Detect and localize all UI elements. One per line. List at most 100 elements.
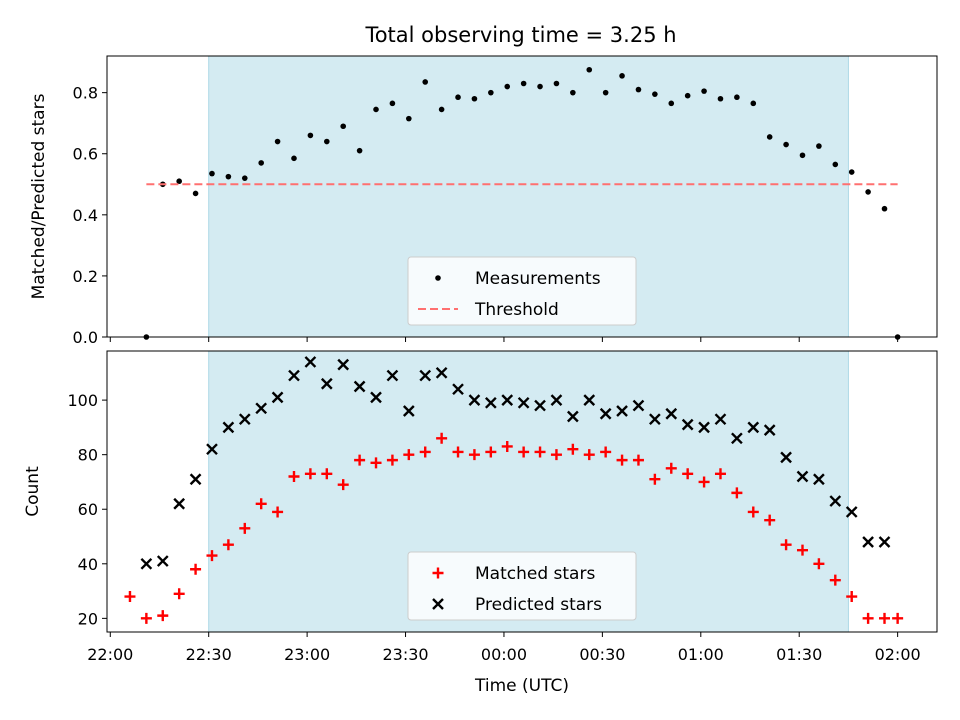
matched-star-point xyxy=(452,446,464,458)
matched-star-point xyxy=(288,470,300,482)
x-tick-label: 00:00 xyxy=(481,645,527,664)
matched-star-point xyxy=(436,432,448,444)
matched-star-point xyxy=(370,457,382,469)
x-tick-label: 01:30 xyxy=(776,645,822,664)
predicted-star-point xyxy=(206,443,218,456)
predicted-star-point xyxy=(763,424,776,436)
matched-star-point xyxy=(764,514,776,526)
measurement-point xyxy=(241,175,248,181)
matched-star-point xyxy=(632,454,644,466)
measurement-point xyxy=(225,173,232,180)
measurement-point xyxy=(701,88,707,94)
matched-star-point xyxy=(419,446,431,458)
measurement-point xyxy=(766,134,773,140)
measurement-point xyxy=(799,152,806,159)
y-tick-label: 20 xyxy=(78,609,98,628)
axes-frame xyxy=(106,350,938,633)
y-tick-label: 100 xyxy=(67,391,98,410)
measurement-point xyxy=(881,205,888,212)
y-axis-label: Count xyxy=(23,466,43,517)
predicted-star-point xyxy=(829,495,842,507)
legend-matched-marker xyxy=(432,567,444,579)
predicted-star-point xyxy=(517,396,530,409)
predicted-star-point xyxy=(845,506,858,518)
measurement-point xyxy=(291,155,297,162)
measurement-point xyxy=(783,141,789,148)
legend-box xyxy=(407,551,637,621)
predicted-star-point xyxy=(698,421,710,434)
bottom-subplot: 20 40 60 80 100 22:00 22:30 23:00 23:30 00:00 00:3… xyxy=(23,350,938,696)
measurement-point xyxy=(717,95,724,102)
predicted-star-point xyxy=(468,394,481,406)
matched-star-point xyxy=(829,574,841,586)
predicted-star-point xyxy=(780,451,792,464)
measurement-point xyxy=(307,132,314,139)
chart-title: Total observing time = 3.25 h xyxy=(364,23,676,47)
measurement-point xyxy=(488,89,494,96)
matched-star-point xyxy=(682,468,694,480)
x-tick-label: 22:30 xyxy=(186,645,232,664)
predicted-star-point xyxy=(271,391,284,404)
measurement-point xyxy=(619,73,625,79)
measurement-point xyxy=(586,66,593,73)
measurement-point xyxy=(865,189,871,195)
measurement-point xyxy=(471,95,478,102)
matched-star-point xyxy=(468,449,480,461)
legend-label: Measurements xyxy=(475,269,601,289)
measurement-point xyxy=(848,169,855,175)
predicted-star-point xyxy=(173,497,186,510)
measurement-point xyxy=(537,83,543,90)
legend-label: Threshold xyxy=(474,300,559,320)
measurement-point xyxy=(668,100,675,107)
measurement-point xyxy=(570,89,576,96)
measurement-point xyxy=(422,79,429,85)
matched-star-point xyxy=(501,440,513,452)
predicted-star-point xyxy=(320,377,333,390)
predicted-star-point xyxy=(599,407,612,420)
predicted-star-point xyxy=(337,358,350,371)
matched-star-point xyxy=(892,612,904,624)
predicted-star-point xyxy=(452,383,464,396)
measurement-point xyxy=(438,106,445,113)
matched-star-point xyxy=(534,446,546,458)
matched-star-point xyxy=(747,506,759,518)
matched-star-point xyxy=(649,473,661,485)
measurement-point xyxy=(832,161,839,168)
legend: Matched stars Predicted stars xyxy=(407,551,637,621)
predicted-star-point xyxy=(714,413,727,426)
matched-star-point xyxy=(796,544,808,556)
x-tick-label: 22:00 xyxy=(87,645,133,664)
predicted-star-point xyxy=(419,369,432,382)
x-tick-label: 01:00 xyxy=(678,645,724,664)
measurement-point xyxy=(553,80,560,87)
matched-star-point xyxy=(354,454,366,466)
predicted-star-point xyxy=(731,432,743,445)
matched-star-point xyxy=(173,588,185,600)
predicted-star-point xyxy=(140,557,153,570)
matched-star-point xyxy=(780,539,792,551)
y-tick-label: 0.4 xyxy=(73,206,98,225)
predicted-star-point xyxy=(304,356,317,368)
measurement-point xyxy=(258,160,264,166)
matched-star-point xyxy=(157,610,169,622)
measurement-point xyxy=(602,89,609,96)
measurement-point xyxy=(324,138,330,145)
y-tick-label: 40 xyxy=(78,555,98,574)
matched-star-point xyxy=(567,443,579,455)
matched-star-point xyxy=(665,462,677,474)
matched-star-point xyxy=(304,468,316,480)
predicted-star-point xyxy=(255,402,268,415)
matched-star-point xyxy=(714,468,726,480)
axes-frame xyxy=(106,55,938,338)
predicted-star-point xyxy=(616,405,628,417)
matched-star-point xyxy=(321,468,333,480)
legend-measurements-marker xyxy=(435,275,441,281)
matched-star-point xyxy=(190,563,202,575)
y-tick-label: 0.6 xyxy=(73,145,98,164)
matched-star-point xyxy=(879,612,891,624)
predicted-star-point xyxy=(878,536,891,548)
measurement-point xyxy=(176,178,182,185)
predicted-star-point xyxy=(862,536,874,548)
predicted-star-point xyxy=(189,473,202,486)
y-tick-label: 0.0 xyxy=(73,328,98,347)
